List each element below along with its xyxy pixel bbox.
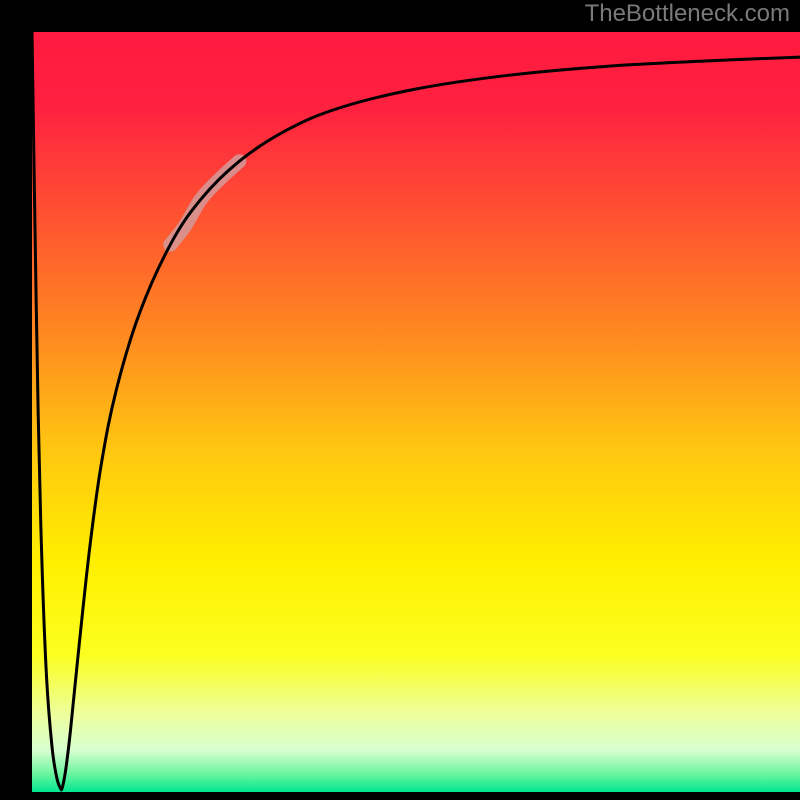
- chart-container: TheBottleneck.com: [0, 0, 800, 800]
- plot-area: [32, 32, 800, 792]
- bottleneck-curve: [32, 32, 800, 790]
- bottleneck-highlight-segment: [170, 161, 239, 245]
- watermark-text: TheBottleneck.com: [585, 0, 790, 28]
- curve-svg: [32, 32, 800, 792]
